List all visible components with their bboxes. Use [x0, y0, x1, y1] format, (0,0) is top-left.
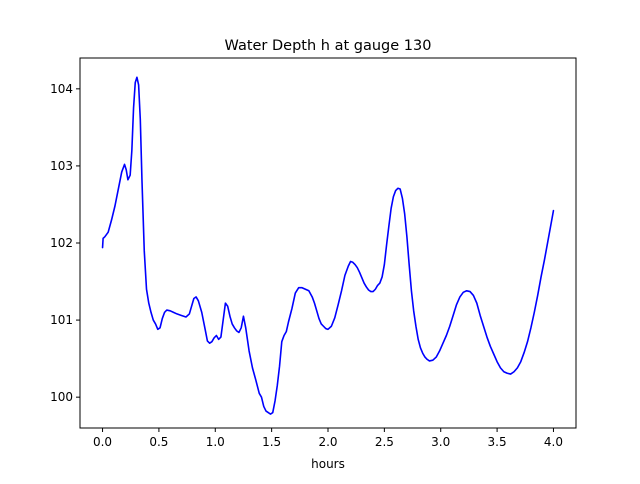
y-tick-label: 100 — [50, 390, 73, 404]
y-tick-label: 102 — [50, 236, 73, 250]
y-axis: 100 101 102 103 104 — [50, 82, 80, 404]
x-tick-label: 3.5 — [488, 435, 507, 449]
x-tick-label: 2.0 — [318, 435, 337, 449]
x-tick-label: 4.0 — [544, 435, 563, 449]
series-line-0 — [101, 76, 555, 415]
x-tick-label: 1.5 — [262, 435, 281, 449]
series-layer — [101, 76, 555, 415]
y-tick-label: 103 — [50, 159, 73, 173]
x-tick-label: 2.5 — [375, 435, 394, 449]
plot-area — [80, 58, 576, 428]
x-tick-label: 0.5 — [149, 435, 168, 449]
x-tick-label: 3.0 — [431, 435, 450, 449]
x-tick-label: 1.0 — [206, 435, 225, 449]
x-axis: 0.0 0.5 1.0 1.5 2.0 2.5 3.0 3.5 4.0 — [93, 428, 563, 449]
y-tick-label: 104 — [50, 82, 73, 96]
x-axis-label: hours — [311, 457, 345, 471]
x-tick-label: 0.0 — [93, 435, 112, 449]
chart-title: Water Depth h at gauge 130 — [225, 38, 432, 54]
y-tick-label: 101 — [50, 313, 73, 327]
